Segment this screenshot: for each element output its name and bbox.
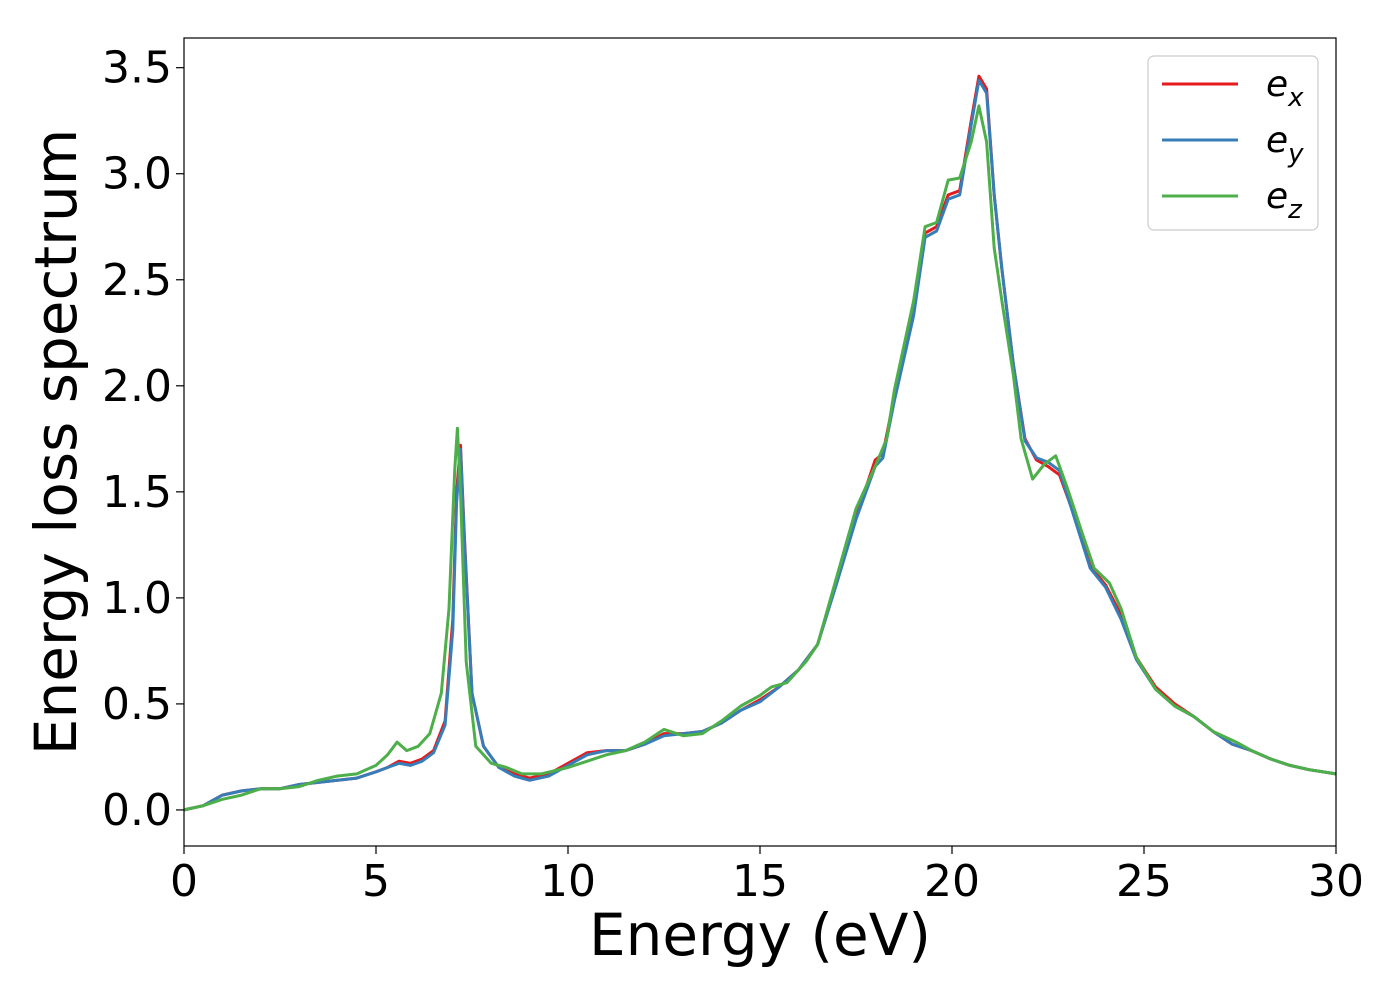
legend-box <box>1147 55 1319 231</box>
y-tick-label: 0.5 <box>102 679 172 730</box>
y-tick-label: 3.5 <box>102 43 172 94</box>
y-tick-label: 0.0 <box>102 785 172 836</box>
series-line-y <box>183 78 1337 812</box>
x-tick-label: 30 <box>1308 856 1364 907</box>
x-axis-ticks: 0 5 10 15 20 25 30 <box>170 846 1364 907</box>
x-axis-title: Energy (eV) <box>589 901 931 969</box>
y-axis-ticks: 0.0 0.5 1.0 1.5 2.0 2.5 3.0 3.5 <box>102 43 184 836</box>
y-tick-label: 2.0 <box>102 361 172 412</box>
plot-lines <box>183 74 1337 812</box>
y-tick-label: 2.5 <box>102 255 172 306</box>
y-tick-label: 1.5 <box>102 467 172 518</box>
x-tick-label: 20 <box>924 856 980 907</box>
x-tick-label: 15 <box>732 856 788 907</box>
y-tick-label: 1.0 <box>102 573 172 624</box>
x-tick-label: 0 <box>170 856 198 907</box>
y-axis-title: Energy loss spectrum <box>22 129 90 755</box>
x-tick-label: 5 <box>362 856 390 907</box>
y-tick-label: 3.0 <box>102 149 172 200</box>
x-tick-label: 25 <box>1116 856 1172 907</box>
series-line-z <box>183 104 1337 812</box>
x-tick-label: 10 <box>540 856 596 907</box>
